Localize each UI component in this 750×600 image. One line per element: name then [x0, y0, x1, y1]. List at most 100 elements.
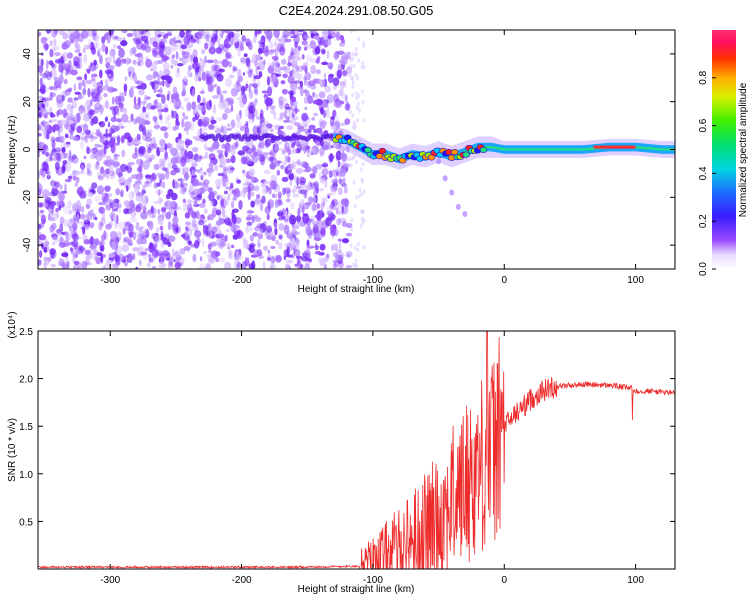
noise-dot: [145, 114, 149, 118]
noise-dot: [163, 131, 169, 139]
noise-dot: [49, 152, 53, 162]
noise-dot: [216, 85, 221, 95]
noise-dot: [170, 259, 173, 268]
noise-dot: [157, 102, 163, 113]
noise-dot: [355, 91, 358, 96]
noise-dot: [51, 139, 56, 150]
noise-dot: [314, 250, 322, 255]
noise-dot: [278, 100, 284, 110]
noise-dot: [297, 45, 302, 51]
noise-dot: [114, 219, 118, 229]
noise-dot: [258, 47, 263, 55]
noise-dot: [229, 250, 232, 259]
noise-dot: [273, 218, 278, 228]
x-tick-label: 0: [501, 575, 507, 586]
noise-dot: [362, 189, 366, 194]
noise-dot: [341, 237, 350, 243]
noise-dot: [43, 261, 48, 269]
noise-dot: [328, 141, 331, 151]
noise-dot: [237, 97, 241, 101]
noise-dot: [354, 52, 358, 58]
noise-dot: [58, 84, 62, 89]
x-tick-label: -100: [363, 575, 383, 586]
noise-dot: [229, 167, 235, 171]
noise-dot: [187, 199, 193, 204]
noise-dot: [315, 69, 321, 75]
noise-dot: [167, 221, 172, 231]
noise-dot: [79, 191, 87, 199]
noise-dot: [170, 169, 177, 176]
noise-dot: [110, 130, 115, 134]
noise-dot: [137, 141, 142, 145]
noise-dot: [314, 46, 321, 55]
noise-dot: [208, 248, 212, 254]
noise-dot: [344, 94, 348, 103]
noise-dot: [308, 124, 316, 130]
noise-dot: [139, 259, 142, 267]
noise-dot: [184, 139, 193, 146]
noise-dot: [46, 71, 52, 81]
noise-dot: [186, 102, 192, 112]
noise-dot: [345, 101, 350, 110]
noise-dot: [106, 172, 109, 180]
noise-dot: [263, 46, 267, 52]
y-tick-label: 1.0: [19, 470, 33, 481]
noise-dot: [319, 78, 323, 87]
noise-dot: [152, 232, 156, 237]
noise-dot: [78, 221, 84, 225]
noise-dot: [72, 154, 77, 160]
noise-dot: [179, 30, 186, 38]
noise-dot: [162, 61, 170, 71]
noise-dot: [182, 112, 186, 117]
noise-dot: [294, 175, 298, 184]
noise-dot: [125, 119, 133, 123]
noise-dot: [60, 124, 63, 133]
noise-dot: [243, 156, 251, 165]
noise-dot: [250, 254, 258, 258]
noise-dot: [283, 224, 290, 235]
noise-dot: [270, 62, 276, 69]
noise-dot: [223, 190, 228, 195]
noise-dot: [360, 64, 364, 70]
noise-dot: [194, 72, 202, 77]
noise-dot: [278, 234, 283, 240]
noise-dot: [152, 41, 159, 48]
noise-dot: [293, 249, 301, 257]
noise-dot: [319, 259, 324, 267]
noise-dot: [83, 155, 87, 160]
noise-dot: [305, 185, 309, 193]
noise-dot: [97, 85, 103, 94]
noise-dot: [103, 93, 108, 98]
noise-dot: [318, 91, 326, 99]
noise-dot: [174, 250, 179, 257]
noise-dot: [250, 191, 255, 197]
noise-dot: [217, 37, 221, 47]
noise-dot: [60, 56, 64, 65]
noise-dot: [315, 58, 320, 64]
noise-dot: [117, 221, 125, 230]
noise-dot: [288, 108, 293, 119]
noise-dot: [211, 64, 219, 72]
signal-blob: [378, 147, 387, 155]
noise-dot: [327, 35, 333, 39]
y-tick-label: 2.5: [19, 327, 33, 338]
noise-dot: [242, 186, 248, 194]
noise-dot: [109, 231, 118, 240]
colorbar-label: Normalized spectral amplitude: [738, 82, 749, 217]
noise-dot: [161, 94, 166, 104]
noise-dot: [38, 223, 42, 231]
noise-dot: [84, 223, 89, 230]
noise-dot: [61, 262, 67, 269]
noise-dot: [264, 120, 269, 124]
noise-dot: [167, 121, 171, 131]
noise-dot: [77, 94, 85, 100]
noise-dot: [323, 35, 328, 41]
noise-dot: [189, 121, 195, 131]
noise-dot: [278, 71, 282, 75]
y-tick-label: -40: [22, 237, 33, 252]
noise-dot: [205, 226, 209, 236]
noise-dot: [58, 74, 64, 84]
x-tick-label: -300: [100, 275, 120, 286]
noise-dot: [84, 136, 88, 143]
